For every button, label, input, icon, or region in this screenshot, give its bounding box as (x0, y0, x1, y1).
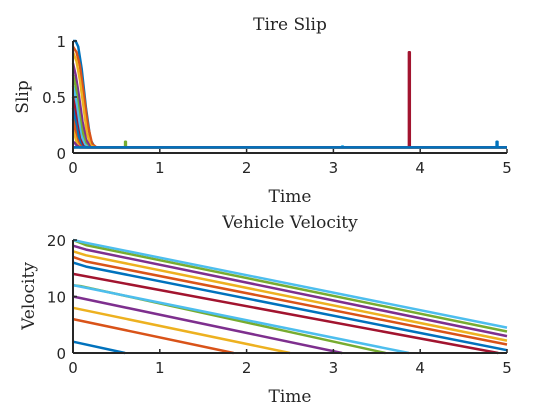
y-tick-label: 1 (56, 33, 66, 51)
series-line (73, 39, 507, 149)
series-line (71, 74, 507, 149)
series-line (72, 283, 410, 355)
x-tick-label: 0 (68, 359, 78, 377)
y-tick-label: 0 (56, 345, 66, 363)
vehicle-velocity-ylabel: Velocity (19, 262, 39, 331)
series-line (71, 51, 507, 149)
x-tick-label: 3 (329, 159, 339, 177)
series-line (72, 244, 508, 338)
x-tick-label: 3 (329, 359, 339, 377)
series-line (71, 119, 507, 149)
series-line (71, 96, 507, 149)
tire-slip-title: Tire Slip (253, 15, 327, 35)
x-tick-label: 2 (242, 159, 252, 177)
x-tick-label: 2 (242, 359, 252, 377)
series-line (72, 255, 508, 346)
x-tick-label: 1 (155, 159, 165, 177)
vehicle-velocity-axes: Vehicle Velocity 0 1 2 3 4 5 0 10 20 Time Veloci… (19, 213, 512, 407)
series-line (71, 107, 507, 149)
series-line (72, 250, 508, 342)
series-line (73, 50, 507, 149)
vehicle-velocity-lines (72, 238, 508, 355)
x-tick-label: 4 (415, 359, 425, 377)
series-line (71, 63, 507, 149)
y-tick-label: 10 (47, 289, 66, 307)
series-line (72, 295, 343, 355)
tire-slip-ylabel: Slip (13, 80, 33, 114)
tire-slip-axes: Tire Slip 0 1 2 3 4 5 0 0.5 1 Time Slip (13, 15, 512, 207)
vehicle-velocity-ticks: 0 1 2 3 4 5 0 10 20 (47, 232, 512, 377)
y-tick-label: 0 (56, 145, 66, 163)
y-tick-label: 20 (47, 232, 66, 250)
series-line (71, 45, 507, 149)
series-line (72, 238, 508, 329)
tire-slip-xlabel: Time (269, 187, 312, 207)
tire-slip-lines (71, 39, 507, 149)
series-line (72, 261, 508, 352)
x-tick-label: 5 (502, 359, 512, 377)
x-tick-label: 4 (415, 159, 425, 177)
series-line (73, 140, 507, 149)
x-tick-label: 1 (155, 359, 165, 377)
vehicle-velocity-title: Vehicle Velocity (221, 213, 358, 233)
tire-slip-ticks: 0 1 2 3 4 5 0 0.5 1 (42, 33, 512, 177)
series-line (72, 317, 234, 355)
series-line (72, 306, 291, 355)
series-line (72, 272, 499, 355)
y-tick-label: 0.5 (42, 89, 66, 107)
series-line (72, 340, 126, 355)
vehicle-velocity-xlabel: Time (269, 387, 312, 407)
x-tick-label: 0 (68, 159, 78, 177)
x-tick-label: 5 (502, 159, 512, 177)
series-line (71, 85, 507, 149)
series-line (71, 130, 507, 149)
